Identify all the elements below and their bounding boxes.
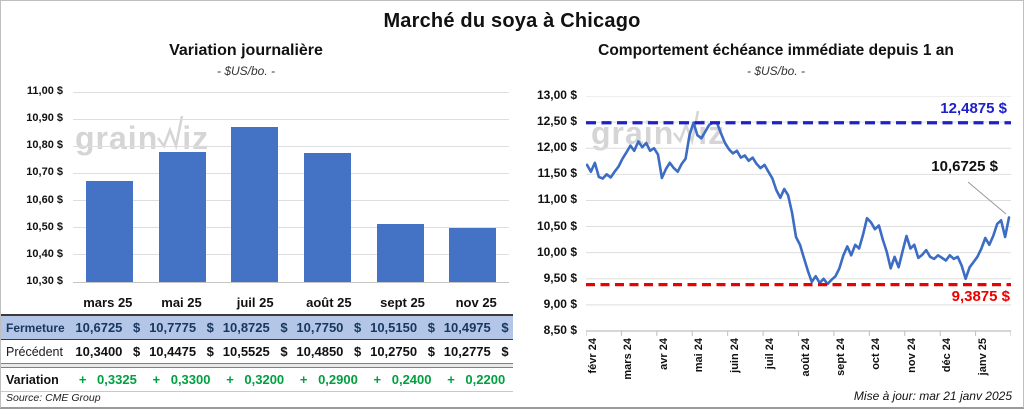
variation-value: + 0,2900 <box>299 372 358 387</box>
bar-plot-area: grain iz <box>73 91 509 283</box>
watermark-zigzag-icon <box>157 115 184 151</box>
x-tick-label: janv 25 <box>976 338 989 376</box>
gridline <box>73 91 509 93</box>
x-tick-label: avr 24 <box>657 338 670 370</box>
col-header: août 25 <box>306 295 352 310</box>
y-tick-label: 10,00 $ <box>536 244 577 259</box>
bar-chart-title: Variation journalière <box>169 42 323 59</box>
bar-août 25 <box>303 153 351 282</box>
last-price-leader-line <box>967 181 1007 215</box>
gridline <box>73 118 509 120</box>
source-note: Source: CME Group <box>6 392 101 404</box>
support-level-label: 9,3875 $ <box>951 288 1010 305</box>
x-tick-label: nov 24 <box>905 338 918 373</box>
gridline <box>73 254 509 256</box>
x-tick-label: juin 24 <box>728 338 741 373</box>
x-tick-label: oct 24 <box>870 338 883 370</box>
precedent-value: 10,5525 $ <box>222 344 288 359</box>
variation-value: + 0,3200 <box>226 372 285 387</box>
bar-chart-subtitle: - $US/bo. - <box>216 64 276 78</box>
variation-value: + 0,2200 <box>447 372 506 387</box>
row-label-variation: Variation <box>6 372 59 387</box>
precedent-value: 10,4475 $ <box>149 344 214 359</box>
table-separator <box>1 363 513 368</box>
line-chart-title: Comportement échéance immédiate depuis 1… <box>598 42 954 59</box>
col-header: nov 25 <box>455 295 497 310</box>
y-tick-label: 12,50 $ <box>536 114 577 129</box>
prices-table: mars 25 mai 25 juil 25 août 25 sept 25 n… <box>1 291 513 392</box>
col-header: sept 25 <box>380 295 425 310</box>
resistance-level-label: 12,4875 $ <box>940 100 1007 117</box>
last-price-label: 10,6725 $ <box>931 158 998 175</box>
line-chart-subtitle: - $US/bo. - <box>746 64 806 78</box>
y-tick-label: 8,50 $ <box>543 323 577 337</box>
fermeture-value: 10,8725 $ <box>222 320 288 335</box>
x-tick-label: août 24 <box>799 338 812 377</box>
y-tick-label: 9,50 $ <box>543 270 577 285</box>
x-tick-label: juil 24 <box>764 338 777 370</box>
table-row-variation: Variation + 0,3325 + 0,3300 + 0,3200 + 0… <box>1 368 513 392</box>
fermeture-value: 10,7750 $ <box>296 320 362 335</box>
x-tick-label: mai 24 <box>693 338 706 373</box>
col-header: mars 25 <box>83 295 133 310</box>
gridline <box>73 145 509 147</box>
y-tick-label: 11,00 $ <box>537 192 577 207</box>
table-row-fermeture: Fermeture 10,6725 $ 10,7775 $ 10,8725 $ … <box>1 314 513 340</box>
gridline <box>73 227 509 229</box>
col-header: juil 25 <box>236 295 274 310</box>
y-tick-label: 11,50 $ <box>537 166 577 181</box>
fermeture-value: 10,5150 $ <box>370 320 435 335</box>
price-line-series <box>586 121 1011 286</box>
gridline <box>73 172 509 174</box>
bar-sept 25 <box>376 223 424 282</box>
y-tick-label: 10,60 $ <box>26 193 63 206</box>
fermeture-value: 10,7775 $ <box>149 320 214 335</box>
y-tick-label: 10,50 $ <box>536 218 577 233</box>
y-tick-label: 10,70 $ <box>26 166 63 179</box>
y-tick-label: 11,00 $ <box>26 85 63 97</box>
row-label-fermeture: Fermeture <box>6 320 65 335</box>
bar-juil 25 <box>231 126 279 282</box>
grainwiz-watermark: grain iz <box>75 114 209 154</box>
precedent-value: 10,2750 $ <box>370 344 435 359</box>
watermark-text: iz <box>182 120 210 156</box>
table-header-row: mars 25 mai 25 juil 25 août 25 sept 25 n… <box>1 291 513 314</box>
x-tick-label: mars 24 <box>622 338 635 380</box>
watermark-text: grain <box>75 120 159 156</box>
variation-value: + 0,3325 <box>78 372 137 387</box>
y-tick-label: 10,30 $ <box>26 275 63 287</box>
line-plot-area <box>586 96 1011 336</box>
table-row-precedent: Précédent 10,3400 $ 10,4475 $ 10,5525 $ … <box>1 340 513 363</box>
precedent-value: 10,3400 $ <box>75 344 141 359</box>
bar-mars 25 <box>85 180 133 282</box>
col-header: mai 25 <box>161 295 202 310</box>
y-tick-label: 9,00 $ <box>543 296 577 311</box>
x-tick-label: févr 24 <box>587 338 599 374</box>
precedent-value: 10,2775 $ <box>443 344 509 359</box>
y-tick-label: 13,00 $ <box>536 88 577 102</box>
gridline <box>73 281 509 283</box>
variation-value: + 0,2400 <box>373 372 432 387</box>
y-tick-label: 12,00 $ <box>536 140 577 155</box>
y-tick-label: 10,40 $ <box>26 247 63 260</box>
y-tick-label: 10,90 $ <box>26 112 63 125</box>
y-tick-label: 10,50 $ <box>26 220 63 233</box>
variation-value: + 0,3300 <box>152 372 211 387</box>
bar-nov 25 <box>449 228 497 282</box>
fermeture-value: 10,4975 $ <box>443 320 509 335</box>
gridline <box>73 200 509 202</box>
bar-mai 25 <box>158 152 206 282</box>
update-note: Mise à jour: mar 21 janv 2025 <box>853 389 1012 403</box>
x-tick-label: sept 24 <box>834 338 847 376</box>
x-tick-label: déc 24 <box>941 338 954 373</box>
precedent-value: 10,4850 $ <box>296 344 362 359</box>
y-tick-label: 10,80 $ <box>26 139 63 152</box>
row-label-precedent: Précédent <box>6 344 63 359</box>
page-title: Marché du soya à Chicago <box>383 10 641 32</box>
fermeture-value: 10,6725 $ <box>75 320 141 335</box>
